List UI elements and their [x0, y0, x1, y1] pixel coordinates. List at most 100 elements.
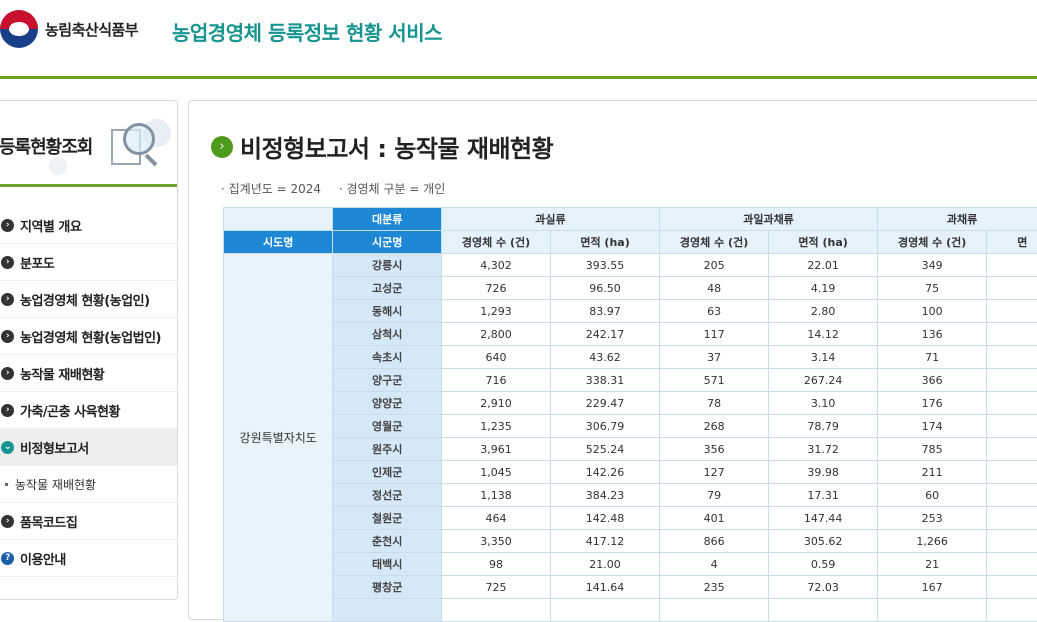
- value-cell: 1,266: [878, 530, 987, 553]
- value-cell: 100: [878, 300, 987, 323]
- value-cell: [769, 599, 878, 622]
- main-content: › 비정형보고서 : 농작물 재배현황 · 집계년도 = 2024 · 경영체 …: [188, 100, 1037, 620]
- value-cell: 253: [878, 507, 987, 530]
- value-cell: 2: [987, 530, 1037, 553]
- sidebar-subitem-crop-cultivation[interactable]: 농작물 재배현황: [0, 466, 177, 503]
- value-cell: 401: [659, 507, 768, 530]
- value-cell: 525.24: [551, 438, 660, 461]
- value-cell: 83.97: [551, 300, 660, 323]
- arrow-circle-icon: ›: [211, 136, 233, 158]
- sgg-cell: 정선군: [333, 484, 442, 507]
- value-cell: 37: [659, 346, 768, 369]
- chevron-down-icon: ⌄: [1, 441, 14, 454]
- value-cell: 3.10: [769, 392, 878, 415]
- value-cell: 211: [878, 461, 987, 484]
- value-cell: 78.79: [769, 415, 878, 438]
- value-cell: 4,302: [441, 254, 550, 277]
- major-category-header[interactable]: 대분류: [333, 208, 442, 231]
- value-cell: [987, 438, 1037, 461]
- sgg-cell: 평창군: [333, 576, 442, 599]
- value-cell: 31.72: [769, 438, 878, 461]
- sidebar-item-label: 농업경영체 현황(농업법인): [20, 327, 161, 346]
- value-cell: 1,045: [441, 461, 550, 484]
- sidebar-item-corporation-status[interactable]: › 농업경영체 현황(농업법인): [0, 318, 177, 355]
- sidebar-item-label: 품목코드집: [20, 512, 77, 531]
- arrow-right-icon: ›: [1, 293, 14, 306]
- value-cell: 235: [659, 576, 768, 599]
- arrow-right-icon: ›: [1, 219, 14, 232]
- sidebar-item-item-codes[interactable]: › 품목코드집: [0, 503, 177, 540]
- bullet-icon: [5, 483, 8, 486]
- sgg-cell: 고성군: [333, 277, 442, 300]
- value-cell: 3,961: [441, 438, 550, 461]
- table-row: [224, 599, 1037, 622]
- value-cell: 71: [878, 346, 987, 369]
- sido-cell: 강원특별자치도: [224, 254, 333, 622]
- value-cell: 2.80: [769, 300, 878, 323]
- value-cell: 640: [441, 346, 550, 369]
- sido-header[interactable]: 시도명: [224, 231, 333, 254]
- site-title[interactable]: 농업경영체 등록정보 현황 서비스: [172, 17, 442, 46]
- value-cell: 3.14: [769, 346, 878, 369]
- sgg-header[interactable]: 시군명: [333, 231, 442, 254]
- value-cell: 0.59: [769, 553, 878, 576]
- arrow-right-icon: ›: [1, 515, 14, 528]
- value-cell: 63: [659, 300, 768, 323]
- page-title-text: 비정형보고서 : 농작물 재배현황: [240, 129, 553, 164]
- value-cell: [987, 599, 1037, 622]
- header-corner: [224, 208, 333, 231]
- value-cell: [987, 461, 1037, 484]
- value-cell: 306.79: [551, 415, 660, 438]
- value-cell: [987, 553, 1037, 576]
- header-divider: [0, 76, 1037, 79]
- value-cell: 1: [987, 507, 1037, 530]
- value-cell: 785: [878, 438, 987, 461]
- sgg-cell: 동해시: [333, 300, 442, 323]
- sgg-cell: 춘천시: [333, 530, 442, 553]
- ministry-logo[interactable]: 농림축산식품부: [0, 10, 138, 48]
- value-cell: 21: [878, 553, 987, 576]
- sidebar-item-label: 가축/곤충 사육현황: [20, 401, 120, 420]
- value-cell: [987, 277, 1037, 300]
- sidebar-item-label: 비정형보고서: [20, 438, 89, 457]
- value-cell: 21.00: [551, 553, 660, 576]
- value-cell: [441, 599, 550, 622]
- sidebar-header: 등록현황조회: [0, 101, 177, 187]
- sidebar-item-distribution-map[interactable]: ›분포도: [0, 244, 177, 281]
- arrow-right-icon: ›: [1, 367, 14, 380]
- value-cell: 267.24: [769, 369, 878, 392]
- arrow-right-icon: ›: [1, 256, 14, 269]
- value-cell: 141.64: [551, 576, 660, 599]
- sidebar-item-livestock-status[interactable]: ›가축/곤충 사육현황: [0, 392, 177, 429]
- sidebar-item-farmer-status[interactable]: ›농업경영체 현황(농업인): [0, 281, 177, 318]
- sidebar-item-usage-guide[interactable]: ?이용안내: [0, 540, 177, 577]
- sidebar-item-label: 농작물 재배현황: [20, 364, 104, 383]
- group-header: 과채류: [878, 208, 1037, 231]
- value-cell: 1,235: [441, 415, 550, 438]
- arrow-right-icon: ›: [1, 330, 14, 343]
- value-cell: 17.31: [769, 484, 878, 507]
- sidebar-item-unstructured-report[interactable]: ⌄ 비정형보고서: [0, 429, 177, 466]
- value-cell: [987, 576, 1037, 599]
- sidebar-item-crop-cultivation[interactable]: › 농작물 재배현황: [0, 355, 177, 392]
- crop-table: 대분류 과실류 과일과채류 과채류 시도명 시군명 경영체 수 (건) 면적 (…: [223, 207, 1037, 622]
- value-cell: [987, 323, 1037, 346]
- filter-year: · 집계년도 = 2024: [221, 182, 321, 196]
- sgg-cell: 철원군: [333, 507, 442, 530]
- sgg-cell: [333, 599, 442, 622]
- value-cell: 39.98: [769, 461, 878, 484]
- value-cell: [987, 254, 1037, 277]
- value-cell: 142.26: [551, 461, 660, 484]
- header: 농림축산식품부 농업경영체 등록정보 현황 서비스: [0, 0, 1037, 76]
- value-cell: 571: [659, 369, 768, 392]
- logo-text: 농림축산식품부: [45, 19, 138, 40]
- value-cell: 14.12: [769, 323, 878, 346]
- column-header: 면: [987, 231, 1037, 254]
- sidebar-item-region-overview[interactable]: ›지역별 개요: [0, 207, 177, 244]
